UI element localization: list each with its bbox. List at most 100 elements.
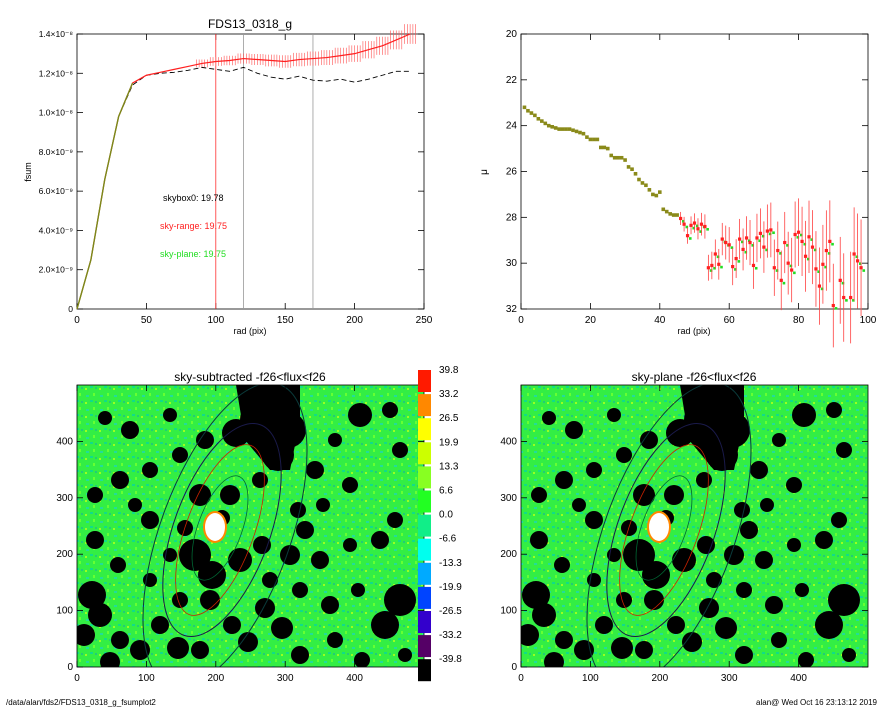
x-tick-label: 40 <box>654 315 666 326</box>
masked-sources <box>77 385 416 667</box>
sky-subtracted-ticks: 0 100 200 300 400 0 100 200 300 400 <box>56 385 424 684</box>
masked-source <box>715 617 737 639</box>
aperture-ellipse <box>191 475 249 581</box>
y-tick-label: 200 <box>500 549 517 560</box>
data-point <box>550 125 555 129</box>
data-point-red <box>717 262 721 266</box>
data-point-red <box>859 266 863 270</box>
masked-source <box>128 498 142 512</box>
data-point-red <box>821 262 825 266</box>
masked-source <box>387 512 403 528</box>
y-tick-label: 30 <box>506 258 518 269</box>
data-point-green <box>779 252 782 255</box>
masked-source <box>255 598 275 618</box>
annotation-sky-plane: sky-plane: 19.75 <box>160 249 226 259</box>
data-point <box>630 167 634 172</box>
masked-source <box>724 545 744 565</box>
masked-source <box>531 487 547 503</box>
data-point <box>529 111 534 115</box>
aperture-ellipse <box>619 444 709 616</box>
data-point-green <box>827 252 831 255</box>
mu-plot-points <box>522 105 866 348</box>
y-tick-label: 26 <box>506 167 518 178</box>
data-point-green <box>803 242 807 246</box>
data-point-red <box>786 261 790 265</box>
footer-user-timestamp: alan@ Wed Oct 16 23:13:12 2019 <box>756 698 877 708</box>
masked-source <box>98 411 112 425</box>
masked-source <box>392 442 408 458</box>
data-point <box>664 209 669 214</box>
fsum-plot-frame <box>76 33 425 310</box>
colorbar-label: -13.3 <box>439 558 462 569</box>
data-point-red <box>800 239 804 243</box>
masked-source <box>734 502 750 518</box>
x-tick-label: 0 <box>74 315 80 326</box>
masked-source <box>342 477 358 493</box>
data-point <box>578 130 582 135</box>
data-point-green <box>695 224 699 228</box>
data-point <box>619 155 624 160</box>
data-point-green <box>817 270 820 273</box>
data-point <box>658 190 662 194</box>
data-point-red <box>769 228 773 232</box>
fsum-plot-title: FDS13_0318_g <box>208 17 292 31</box>
masked-source <box>172 592 188 608</box>
sky-plane-ticks: 0 100 200 300 400 0 100 200 300 400 <box>500 385 868 684</box>
x-tick-label: 200 <box>346 315 363 326</box>
data-point-red <box>817 284 822 288</box>
data-point-green <box>768 232 772 236</box>
data-point-green <box>813 248 817 252</box>
masked-source <box>371 611 399 639</box>
data-point-red <box>790 268 794 272</box>
masked-source <box>111 471 129 489</box>
masked-source <box>826 402 842 418</box>
masked-source <box>842 648 856 662</box>
data-point <box>668 212 673 216</box>
data-point-red <box>831 303 835 308</box>
data-point-green <box>713 266 716 270</box>
masked-source <box>611 637 633 659</box>
masked-source <box>607 408 621 422</box>
aperture-ellipses <box>586 385 752 667</box>
masked-source <box>836 442 852 458</box>
masked-source <box>191 641 209 659</box>
masked-source <box>555 631 573 649</box>
x-tick-label: 100 <box>860 315 877 326</box>
masked-source <box>167 637 189 659</box>
mu-plot: 0 20 40 60 80 100 20 22 24 26 28 30 32 rad (pix) μ <box>479 29 877 348</box>
y-tick-label: 100 <box>500 606 517 617</box>
data-point-green <box>692 226 696 230</box>
y-tick-label: 100 <box>56 606 73 617</box>
masked-source <box>228 548 252 572</box>
masked-source <box>771 632 787 648</box>
y-tick-label: 28 <box>506 212 518 223</box>
masked-source <box>311 551 329 569</box>
data-point-green <box>855 255 859 259</box>
data-point <box>675 213 679 217</box>
data-point-red <box>741 247 745 252</box>
colorbar-swatch <box>418 394 431 417</box>
x-tick-label: 400 <box>790 673 807 684</box>
masked-source <box>262 572 278 588</box>
data-point-green <box>858 262 862 265</box>
data-point-red <box>734 256 738 261</box>
masked-source <box>544 652 564 667</box>
data-point-green <box>824 265 827 269</box>
data-point-green <box>789 264 793 268</box>
colorbar-label: 0.0 <box>439 510 453 521</box>
data-point <box>612 155 617 160</box>
masked-source <box>100 652 120 667</box>
masked-source <box>696 472 712 488</box>
masked-source <box>750 461 768 479</box>
data-point-green <box>786 244 789 247</box>
data-point <box>626 165 631 169</box>
masked-source <box>795 583 809 597</box>
masked-sources <box>521 385 860 667</box>
masked-source <box>772 433 786 447</box>
data-point <box>553 126 558 130</box>
y-tick-label: 32 <box>506 304 518 315</box>
masked-source <box>616 447 632 463</box>
data-point-green <box>796 236 800 239</box>
masked-source <box>88 603 112 627</box>
data-point-green <box>737 260 741 263</box>
